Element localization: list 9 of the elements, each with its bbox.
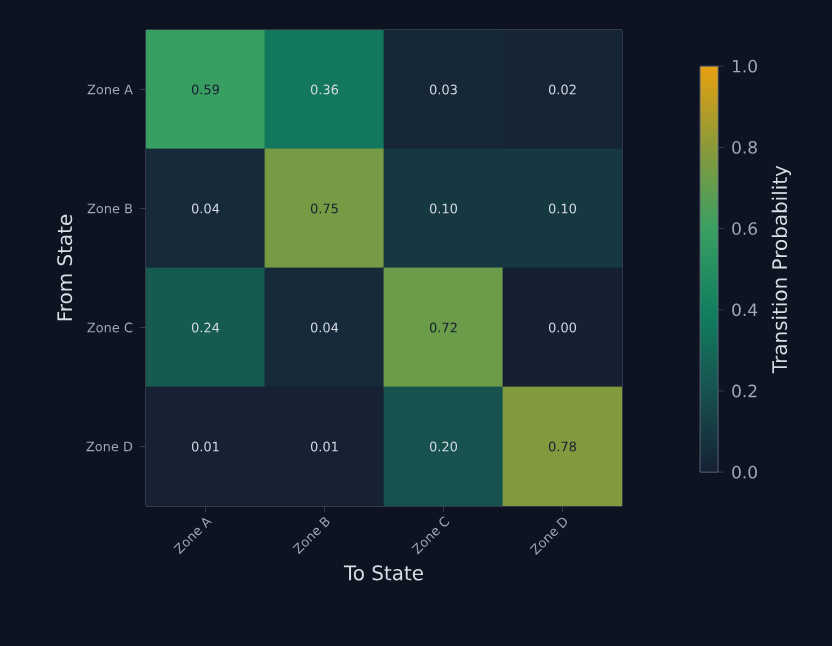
color-bar-label: 0.2 (732, 384, 757, 398)
color-bar-label: 0.8 (732, 140, 757, 154)
color-bar-title: Transition Probability (771, 165, 792, 374)
color-bar-label: 0.4 (732, 303, 758, 317)
color-bar-label: 1.0 (732, 59, 757, 73)
y-axis-title: From State (57, 214, 73, 321)
color-bar-label: 0.0 (732, 465, 757, 479)
color-bar-label: 0.6 (732, 222, 757, 235)
x-axis-title: To State (343, 565, 423, 581)
